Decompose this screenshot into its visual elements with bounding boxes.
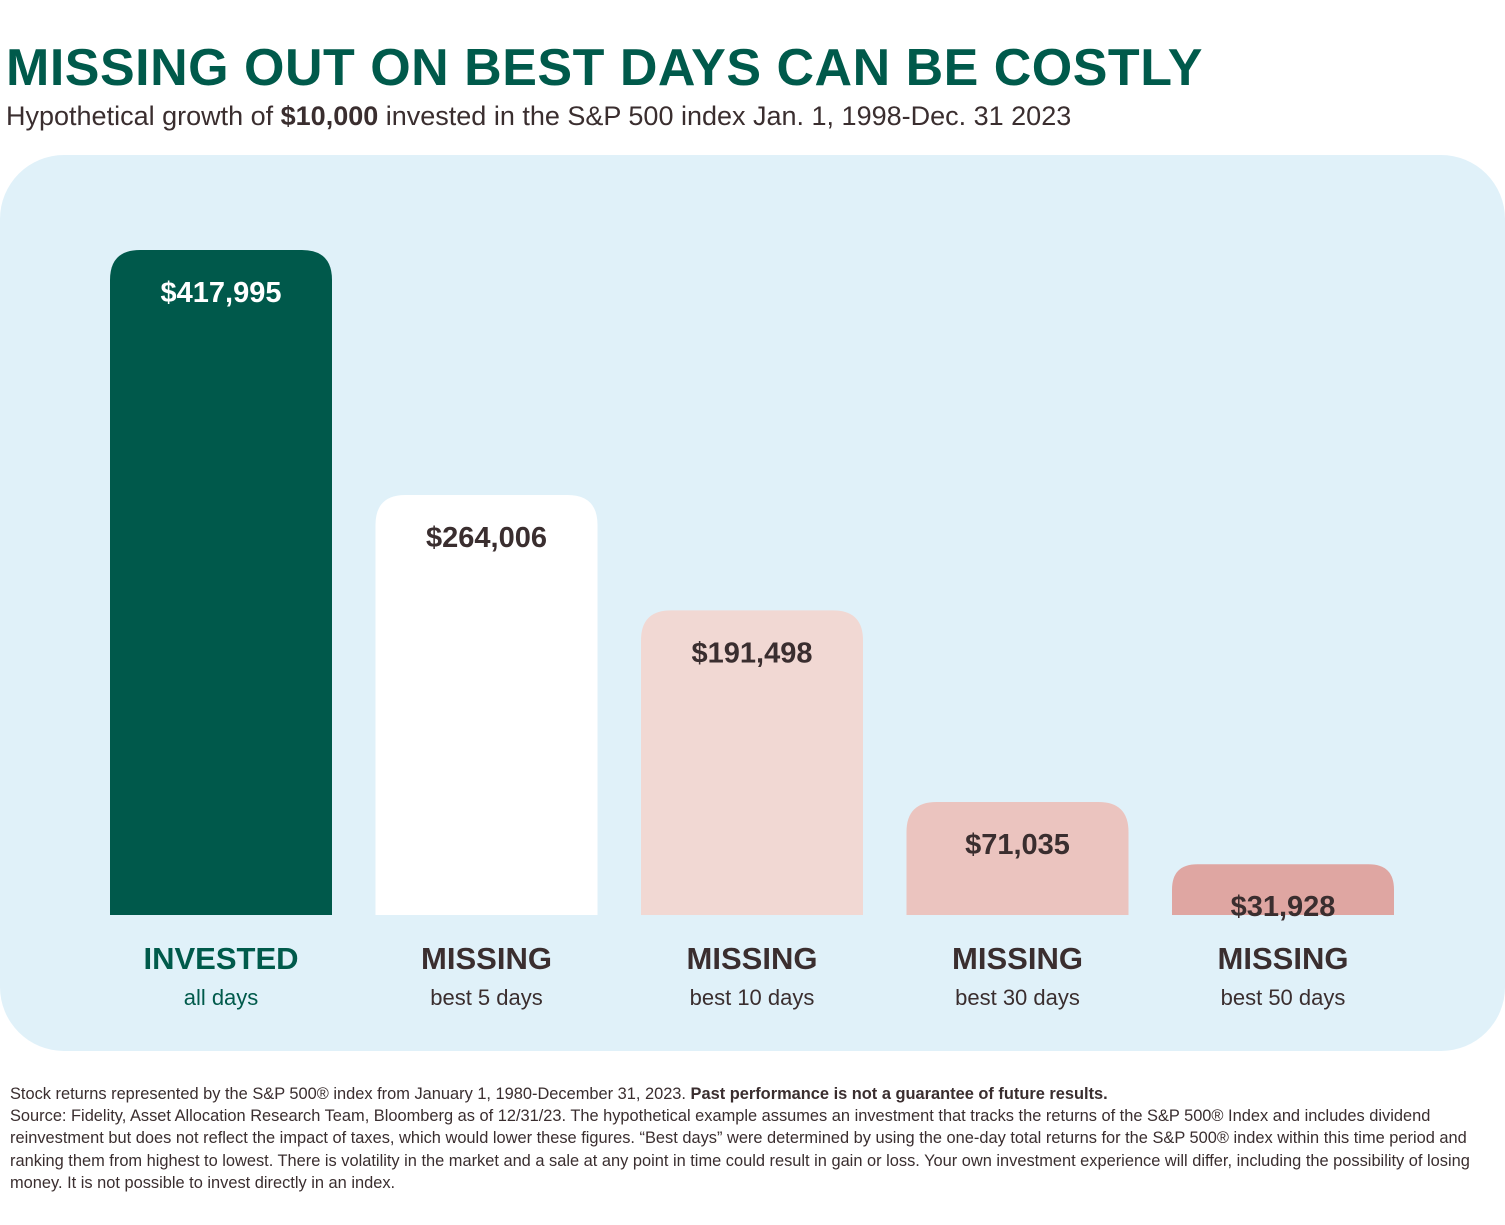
category-subtitle-5: best 50 days	[1221, 985, 1346, 1010]
subtitle-suffix: invested in the S&P 500 index Jan. 1, 19…	[378, 101, 1072, 131]
subtitle-prefix: Hypothetical growth of	[6, 101, 281, 131]
data-label-2: $264,006	[426, 522, 547, 554]
category-title-1: INVESTED	[143, 941, 298, 976]
data-label-5: $31,928	[1231, 891, 1336, 923]
category-subtitle-3: best 10 days	[690, 985, 815, 1010]
data-label-3: $191,498	[692, 637, 813, 669]
bar-3	[641, 610, 863, 915]
category-subtitle-1: all days	[184, 985, 259, 1010]
footnote-line-1-text: Stock returns represented by the S&P 500…	[10, 1085, 691, 1103]
category-subtitle-4: best 30 days	[955, 985, 1080, 1010]
bar-4	[906, 801, 1129, 915]
category-subtitle-2: best 5 days	[430, 985, 543, 1010]
page-subtitle: Hypothetical growth of $10,000 invested …	[6, 101, 1071, 132]
bar-1	[110, 250, 332, 915]
data-label-4: $71,035	[965, 829, 1070, 861]
category-title-3: MISSING	[687, 941, 818, 976]
bar-2	[375, 494, 598, 915]
footnote: Stock returns represented by the S&P 500…	[10, 1083, 1498, 1194]
page-title: MISSING OUT ON BEST DAYS CAN BE COSTLY	[6, 39, 1203, 97]
category-title-4: MISSING	[952, 941, 1083, 976]
data-label-1: $417,995	[161, 277, 282, 309]
footnote-disclaimer: Past performance is not a guarantee of f…	[690, 1085, 1108, 1103]
bar-5	[1172, 864, 1394, 915]
category-title-2: MISSING	[421, 941, 552, 976]
category-title-5: MISSING	[1218, 941, 1349, 976]
subtitle-amount: $10,000	[280, 101, 379, 131]
footnote-line-1: Stock returns represented by the S&P 500…	[10, 1083, 1498, 1105]
footnote-body: Source: Fidelity, Asset Allocation Resea…	[10, 1107, 1470, 1192]
